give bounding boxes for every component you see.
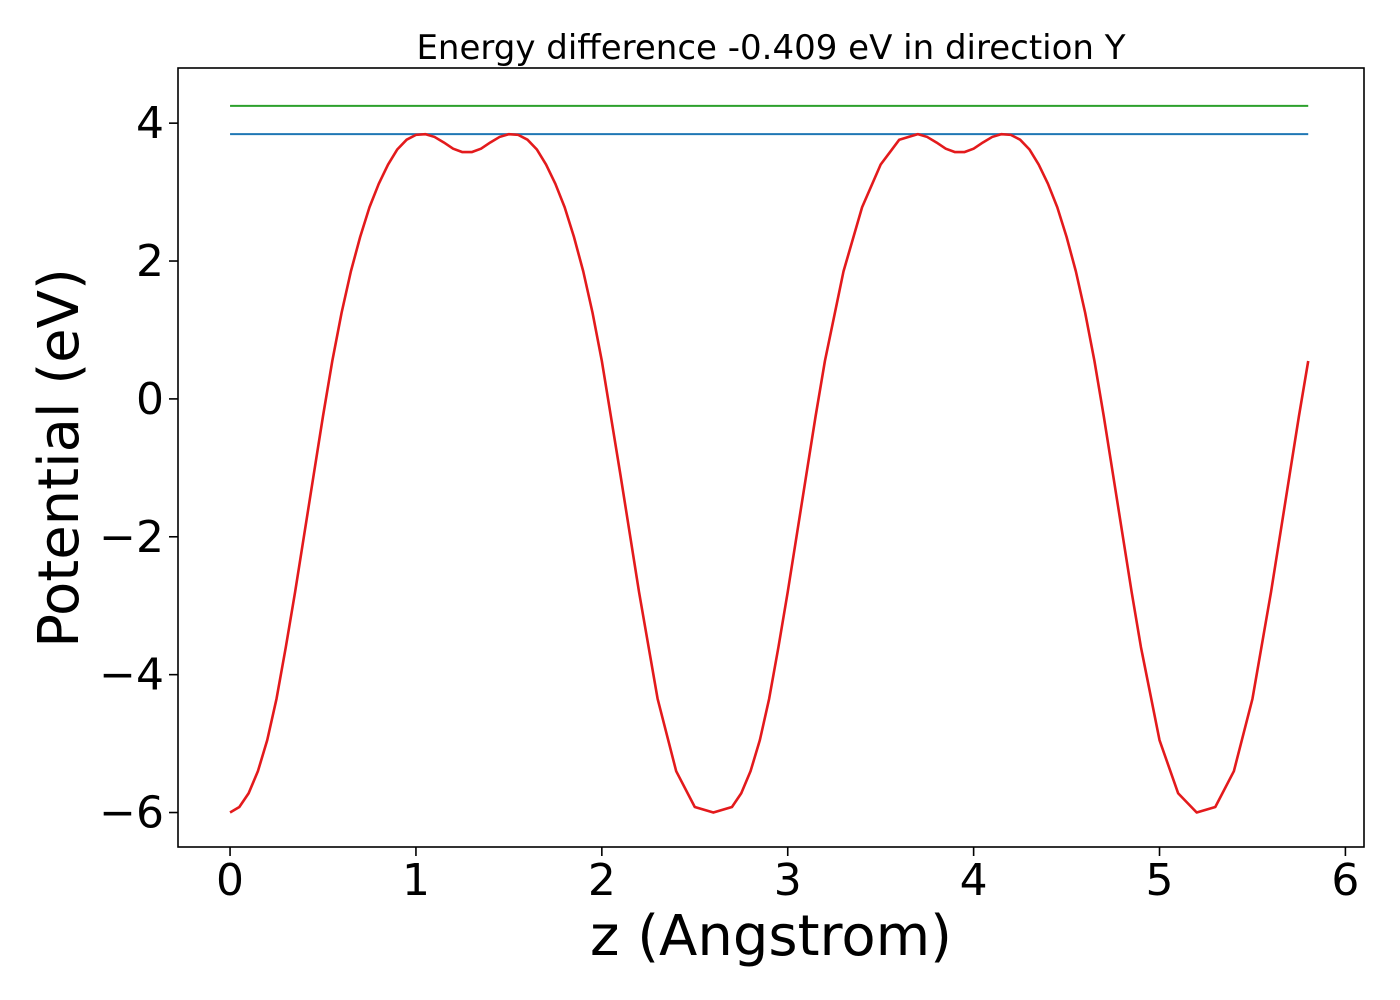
x-tick-label: 4	[960, 855, 988, 906]
y-axis-label: Potential (eV)	[27, 268, 92, 648]
y-tick-label: 0	[136, 374, 164, 425]
y-tick-label: 2	[136, 236, 164, 287]
x-tick-label: 1	[402, 855, 430, 906]
chart-title: Energy difference -0.409 eV in direction…	[416, 28, 1125, 68]
y-tick-label: −4	[99, 650, 164, 701]
plot-area	[229, 104, 1310, 814]
x-tick-label: 0	[216, 855, 244, 906]
y-tick-label: −2	[99, 512, 164, 563]
y-tick-label: −6	[99, 788, 164, 839]
x-tick-label: 3	[774, 855, 802, 906]
x-axis-label: z (Angstrom)	[590, 904, 952, 969]
y-tick-label: 4	[136, 98, 164, 149]
x-tick-label: 2	[588, 855, 616, 906]
x-tick-label: 5	[1146, 855, 1174, 906]
x-tick-label: 6	[1331, 855, 1359, 906]
axis-ticks: 0 1 2 3 4 5 6 4 2 0 −2 −4 −6	[99, 98, 1359, 906]
series-line-3	[229, 132, 1310, 814]
axes-frame	[177, 67, 1365, 848]
